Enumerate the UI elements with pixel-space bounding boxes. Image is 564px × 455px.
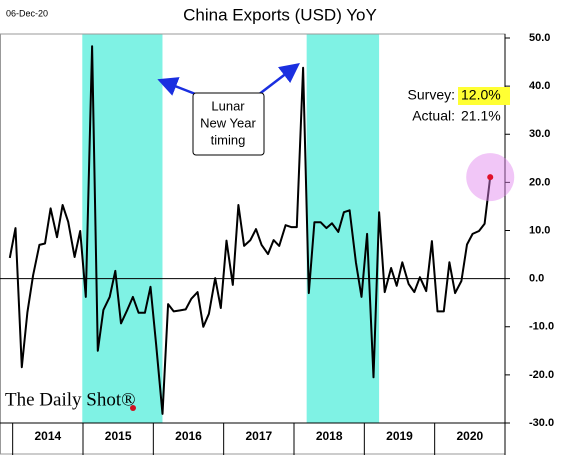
x-tick-label: 2020 bbox=[456, 429, 483, 443]
survey-label: Survey: bbox=[408, 87, 455, 103]
lunar-new-year-span bbox=[82, 34, 163, 423]
background bbox=[0, 33, 506, 455]
x-tick-label: 2017 bbox=[245, 429, 272, 443]
annotation-text: New Year bbox=[200, 115, 256, 130]
y-tick-label: 0.0 bbox=[529, 273, 544, 285]
x-tick-label: 2019 bbox=[386, 429, 413, 443]
date: 06-Dec-20 bbox=[6, 8, 48, 18]
chart-title: China Exports (USD) YoY bbox=[183, 5, 377, 24]
last-point bbox=[487, 174, 494, 181]
y-tick-label: -30.0 bbox=[529, 417, 554, 429]
actual-label: Actual: bbox=[412, 108, 455, 124]
y-tick-label: 40.0 bbox=[529, 80, 550, 92]
y-tick-label: 10.0 bbox=[529, 224, 550, 236]
x-tick-label: 2015 bbox=[105, 429, 132, 443]
survey-value: 12.0% bbox=[461, 87, 501, 103]
x-tick-label: 2016 bbox=[175, 429, 202, 443]
arrow bbox=[157, 77, 199, 97]
actual-value: 21.1% bbox=[461, 108, 501, 124]
y-tick-label: 20.0 bbox=[529, 176, 550, 188]
x-tick-label: 2018 bbox=[316, 429, 343, 443]
y-tick-label: 30.0 bbox=[529, 128, 550, 140]
y-tick-label: -10.0 bbox=[529, 321, 554, 333]
logo-dot bbox=[130, 405, 136, 411]
y-tick-label: 50.0 bbox=[529, 32, 550, 44]
annotation-box bbox=[192, 92, 265, 156]
annotation-text: Lunar bbox=[211, 98, 245, 113]
annotation-text: timing bbox=[211, 132, 246, 147]
x-tick-label: 2014 bbox=[34, 429, 61, 443]
y-tick-label: -20.0 bbox=[529, 369, 554, 381]
arrow bbox=[257, 62, 300, 96]
lunar-new-year-span bbox=[306, 34, 380, 423]
source-logo: The Daily Shot® bbox=[5, 389, 136, 410]
survey-highlight bbox=[458, 87, 510, 105]
data-line bbox=[8, 45, 492, 415]
